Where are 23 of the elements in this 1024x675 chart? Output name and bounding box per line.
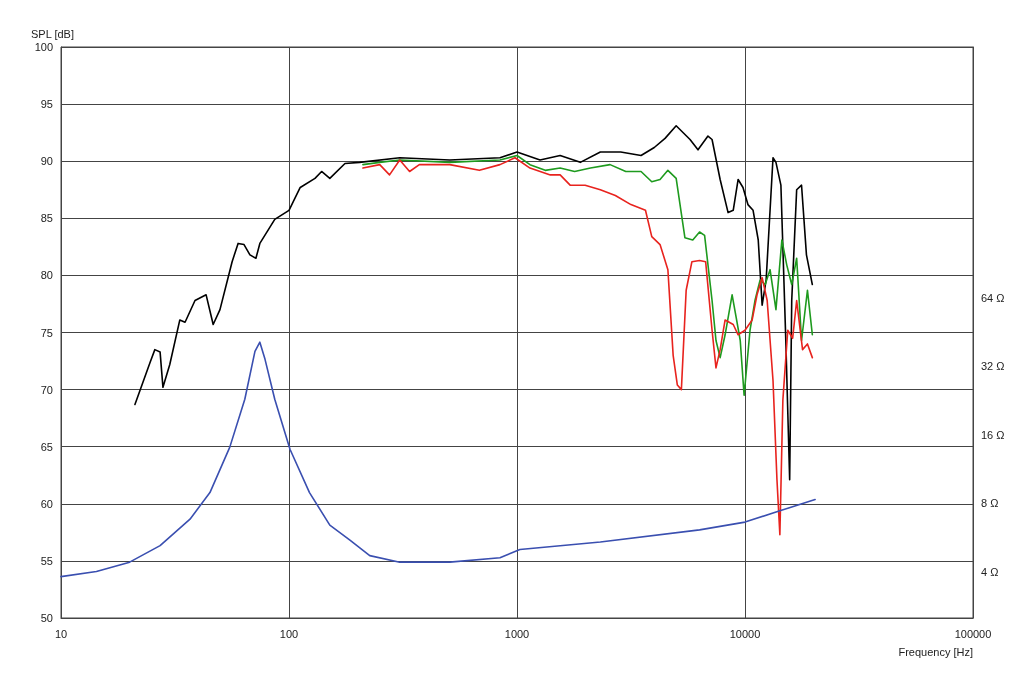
x-axis-title: Frequency [Hz] <box>898 645 973 658</box>
y2-axis-title: SPL [dB] <box>31 27 75 40</box>
x-tick-label: 10000 <box>729 627 761 640</box>
x-tick-label: 1000 <box>504 627 530 640</box>
y-tick-label: 16 Ω <box>981 428 1005 441</box>
y2-tick-label: 70 <box>40 383 53 396</box>
y-tick-label: 64 Ω <box>981 291 1005 304</box>
x-tick-label: 100 <box>279 627 299 640</box>
y2-tick-label: 50 <box>40 612 53 624</box>
y-tick-label: 32 Ω <box>981 360 1005 373</box>
y2-tick-label: 85 <box>40 212 53 225</box>
y2-tick-label: 80 <box>40 269 53 282</box>
y2-tick-label: 90 <box>40 155 53 168</box>
y-tick-label: 8 Ω <box>981 497 999 510</box>
y-tick-label: 4 Ω <box>981 565 999 578</box>
y2-tick-label: 65 <box>40 440 53 453</box>
x-tick-label: 100000 <box>954 627 992 640</box>
y2-tick-label: 100 <box>34 41 53 53</box>
y2-tick-label: 95 <box>40 98 53 111</box>
x-tick-label: 10 <box>54 627 68 640</box>
y2-tick-label: 60 <box>40 497 53 510</box>
y2-tick-label: 55 <box>40 554 53 567</box>
y2-tick-label: 75 <box>40 326 53 339</box>
